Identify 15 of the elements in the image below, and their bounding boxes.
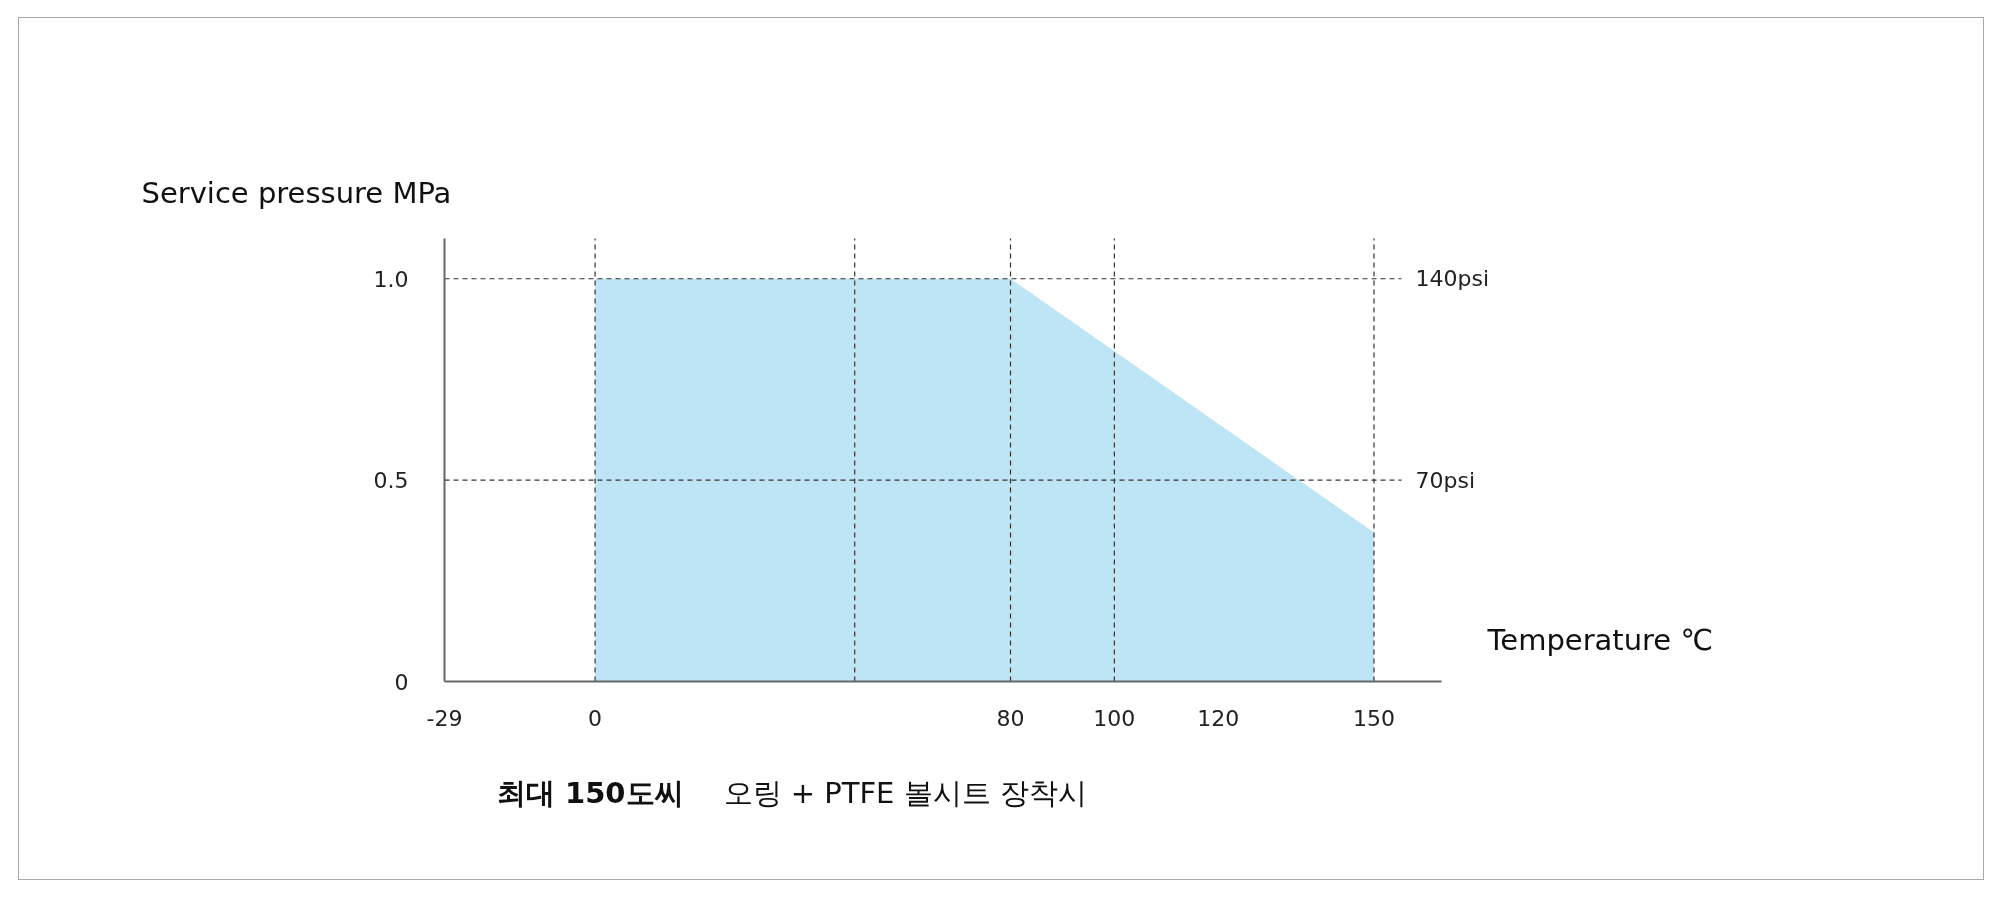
- x-tick-label: 150: [1353, 705, 1395, 731]
- y-tick-label: 1.0: [373, 266, 409, 292]
- x-tick-label: 120: [1197, 705, 1240, 731]
- x-tick-label: 80: [996, 705, 1025, 731]
- x-axis-title: Temperature ℃: [1486, 622, 1713, 657]
- x-tick-label: 100: [1093, 705, 1136, 731]
- y-axis-title: Service pressure MPa: [141, 175, 452, 210]
- x-tick-label: -29: [426, 705, 463, 731]
- x-tick-label: 0: [588, 705, 603, 731]
- ref-line-label: 70psi: [1415, 467, 1476, 493]
- y-tick-label: 0: [394, 669, 409, 695]
- y-tick-label: 0.5: [373, 468, 409, 494]
- text: 최대 150도씨: [496, 775, 684, 810]
- ref-line-label: 140psi: [1415, 266, 1490, 292]
- text: 오링 + PTFE 볼시트 장착시: [723, 775, 1087, 810]
